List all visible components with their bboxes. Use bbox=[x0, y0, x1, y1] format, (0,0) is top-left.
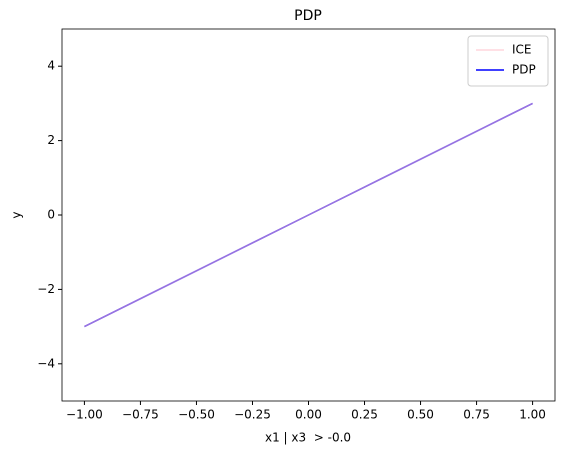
x-axis-label: x1 | x3 > -0.0 bbox=[265, 431, 351, 445]
legend-label: PDP bbox=[512, 63, 536, 77]
x-tick-label: 1.00 bbox=[519, 408, 546, 422]
y-tick-label: 2 bbox=[47, 133, 55, 147]
y-axis-label: y bbox=[10, 211, 24, 218]
y-tick-label: −2 bbox=[37, 282, 55, 296]
x-tick-label: 0.25 bbox=[351, 408, 378, 422]
x-tick-label: −0.25 bbox=[234, 408, 271, 422]
x-tick-label: −0.50 bbox=[178, 408, 215, 422]
x-tick-label: −0.75 bbox=[122, 408, 159, 422]
chart-title: PDP bbox=[294, 8, 322, 24]
y-tick-label: −4 bbox=[37, 356, 55, 370]
legend-box bbox=[467, 35, 549, 87]
x-tick-label: −1.00 bbox=[66, 408, 103, 422]
y-tick-label: 0 bbox=[47, 208, 55, 222]
x-tick-label: 0.75 bbox=[463, 408, 490, 422]
plot-frame bbox=[61, 28, 556, 402]
x-tick-label: 0.50 bbox=[407, 408, 434, 422]
legend-label: ICE bbox=[512, 43, 532, 57]
y-tick-label: 4 bbox=[47, 59, 55, 73]
line-series bbox=[84, 102, 533, 328]
x-tick-label: 0.00 bbox=[295, 408, 322, 422]
